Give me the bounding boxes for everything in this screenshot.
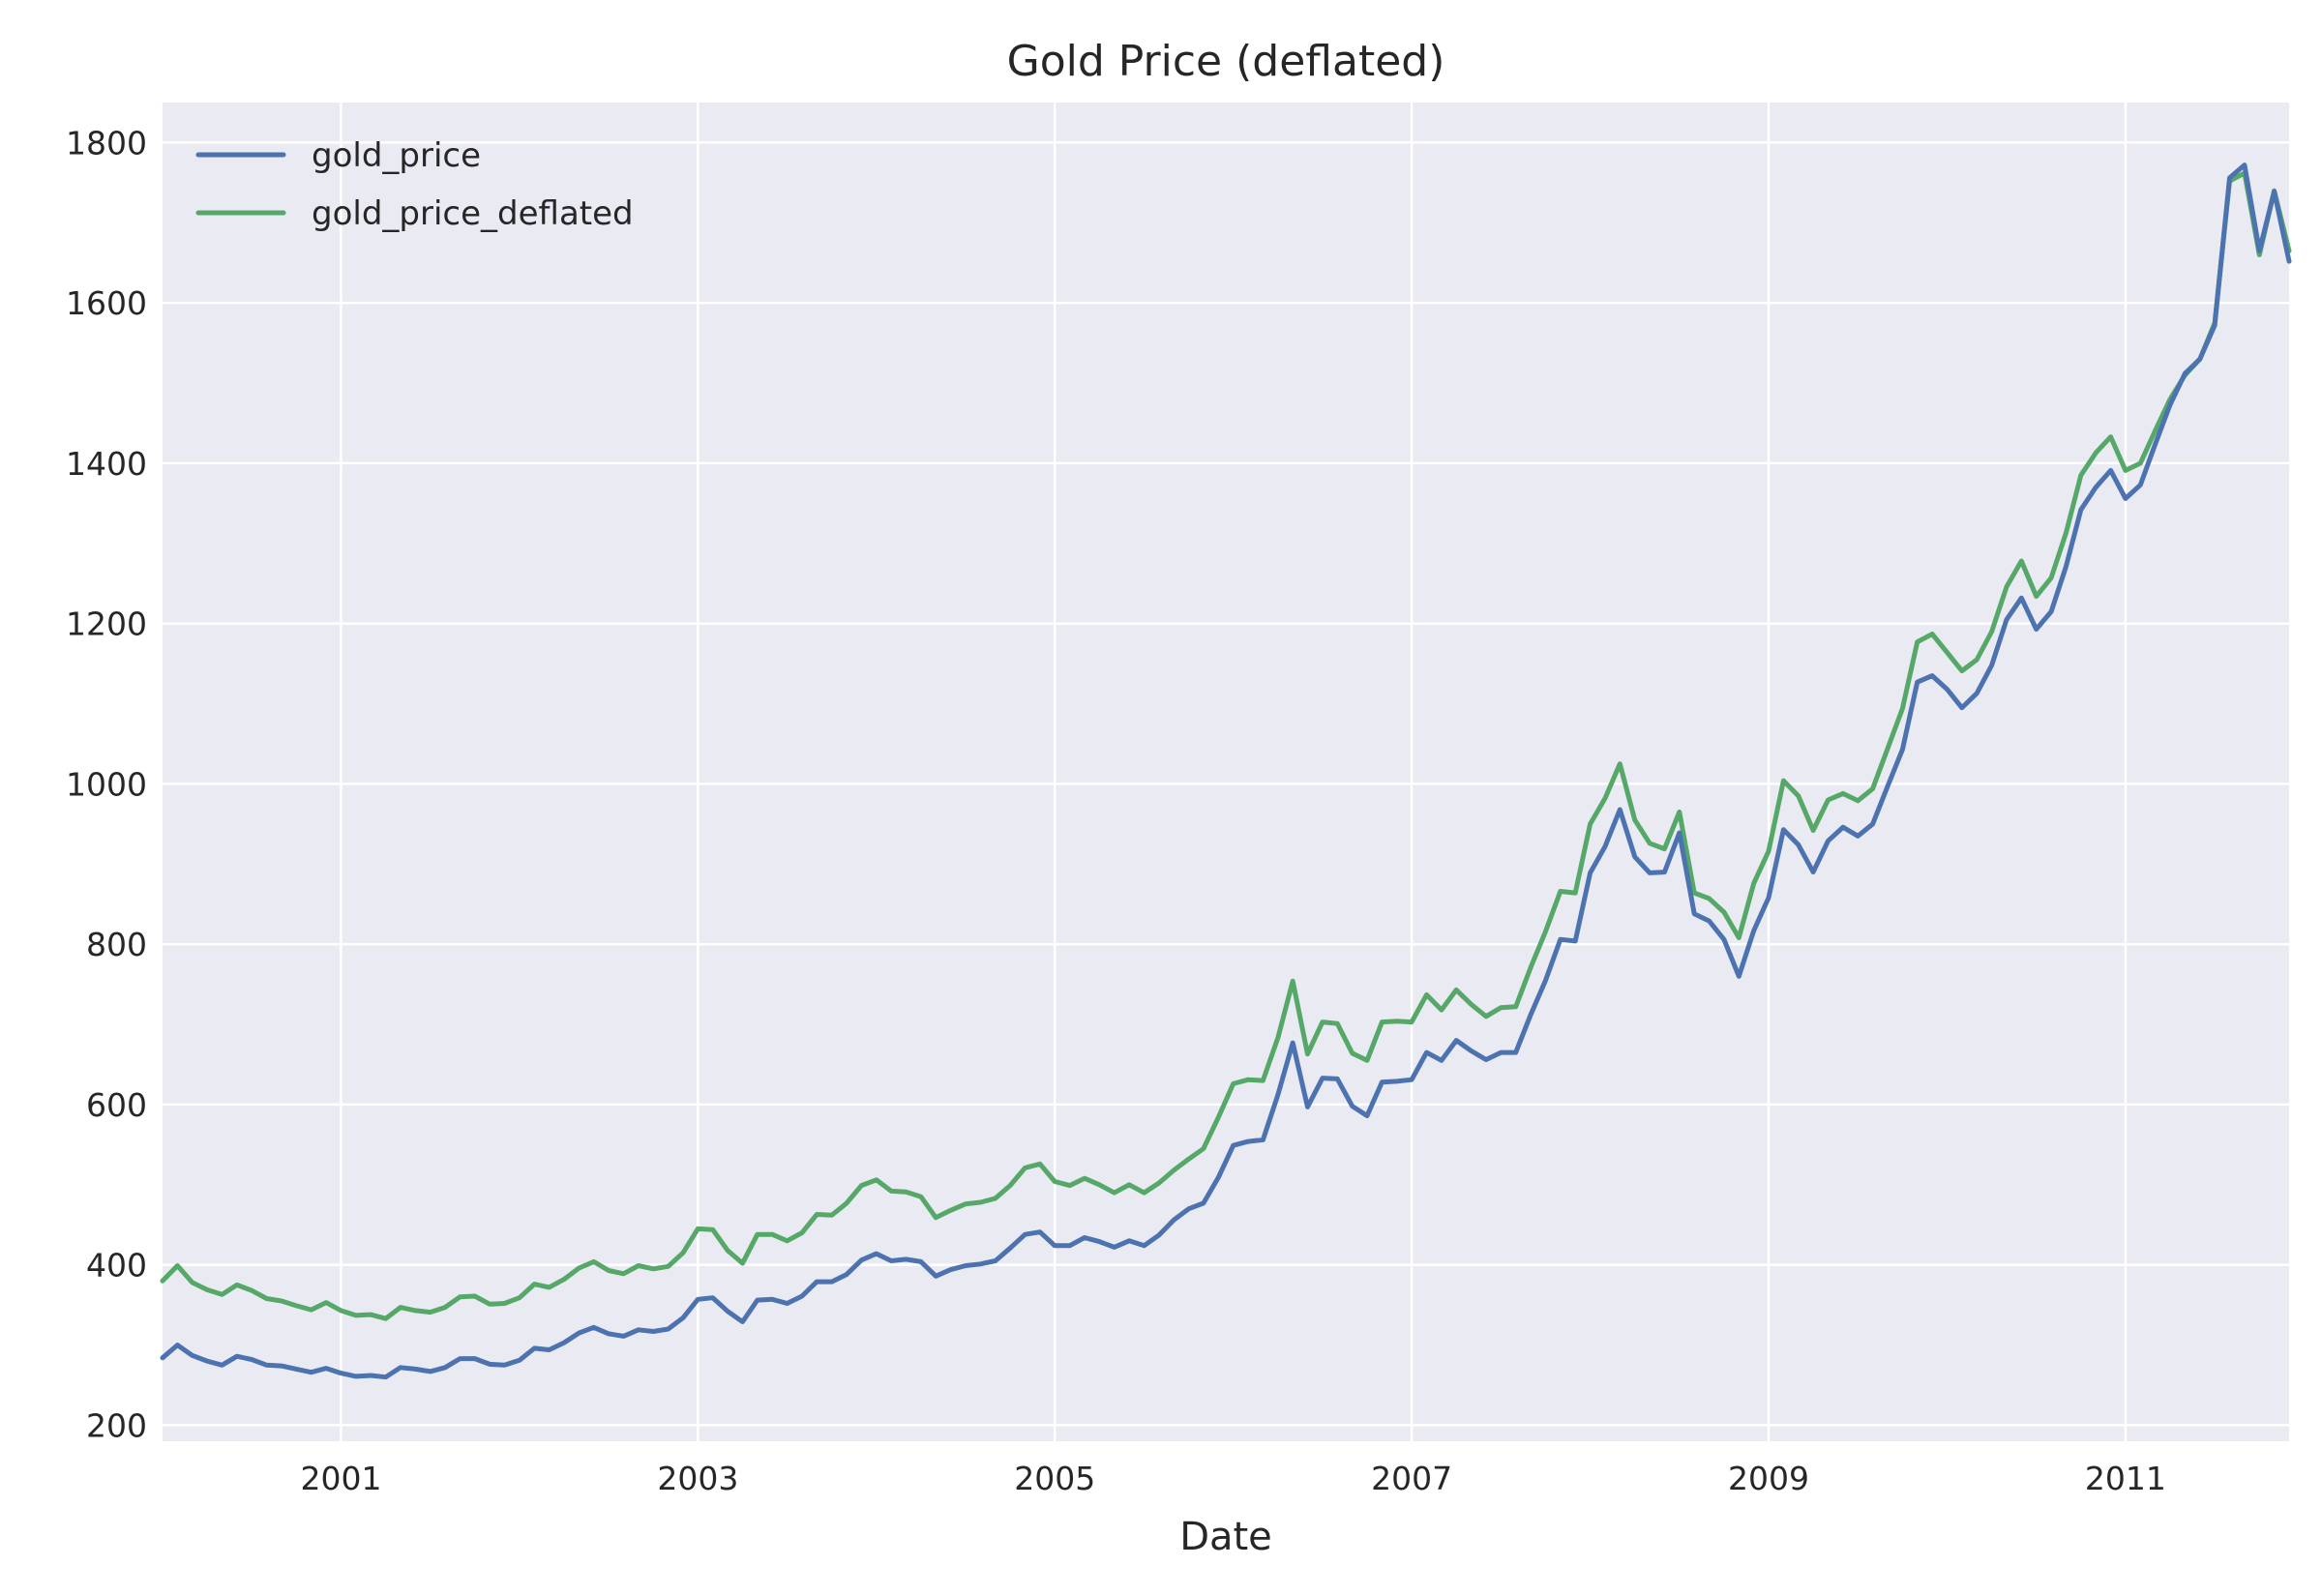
x-tick-label: 2011 (2085, 1460, 2166, 1497)
legend[interactable]: gold_price gold_price_deflated (195, 136, 634, 233)
x-tick-label: 2005 (1014, 1460, 1095, 1497)
y-tick-label: 1200 (66, 606, 147, 643)
y-axis: 200 400 600 800 1000 1200 1400 1600 1800 (66, 124, 147, 1444)
plot-background (163, 103, 2289, 1441)
x-tick-label: 2003 (657, 1460, 738, 1497)
y-tick-label: 200 (86, 1406, 147, 1444)
legend-item[interactable]: gold_price_deflated (195, 194, 634, 233)
y-tick-label: 1400 (66, 445, 147, 483)
x-tick-label: 2007 (1371, 1460, 1452, 1497)
series-line-gold-price-deflated (160, 170, 2292, 1321)
y-tick-label: 1600 (66, 284, 147, 322)
y-tick-label: 800 (86, 926, 147, 963)
y-tick-label: 1000 (66, 765, 147, 803)
chart-title: Gold Price (deflated) (1007, 37, 1445, 86)
series-line-gold-price (160, 163, 2292, 1380)
y-tick-label: 1800 (66, 124, 147, 162)
x-tick-label: 2001 (300, 1460, 381, 1497)
legend-label: gold_price (312, 136, 481, 175)
x-tick-label: 2009 (1728, 1460, 1809, 1497)
legend-item[interactable]: gold_price (195, 136, 481, 175)
x-axis: 2001 2003 2005 2007 2009 2011 (300, 1460, 2165, 1497)
legend-label: gold_price_deflated (312, 194, 634, 233)
y-tick-label: 600 (86, 1086, 147, 1124)
series-layer (160, 163, 2292, 1380)
y-tick-label: 400 (86, 1247, 147, 1285)
x-axis-label: Date (1179, 1515, 1272, 1559)
